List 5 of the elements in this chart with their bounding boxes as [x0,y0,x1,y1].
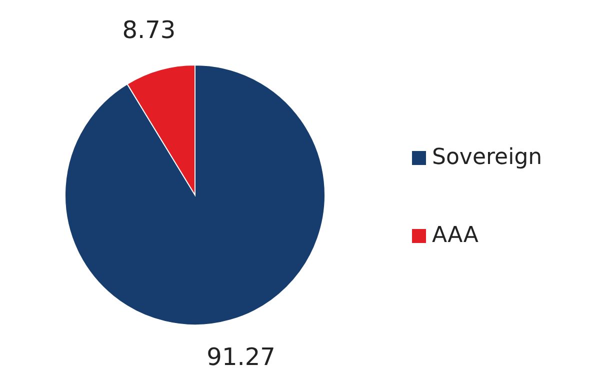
legend-label: AAA [432,223,478,248]
pie-slice [64,64,326,326]
data-label: 91.27 [206,343,276,372]
data-label: 8.73 [122,16,176,44]
legend-label: Sovereign [432,145,542,170]
